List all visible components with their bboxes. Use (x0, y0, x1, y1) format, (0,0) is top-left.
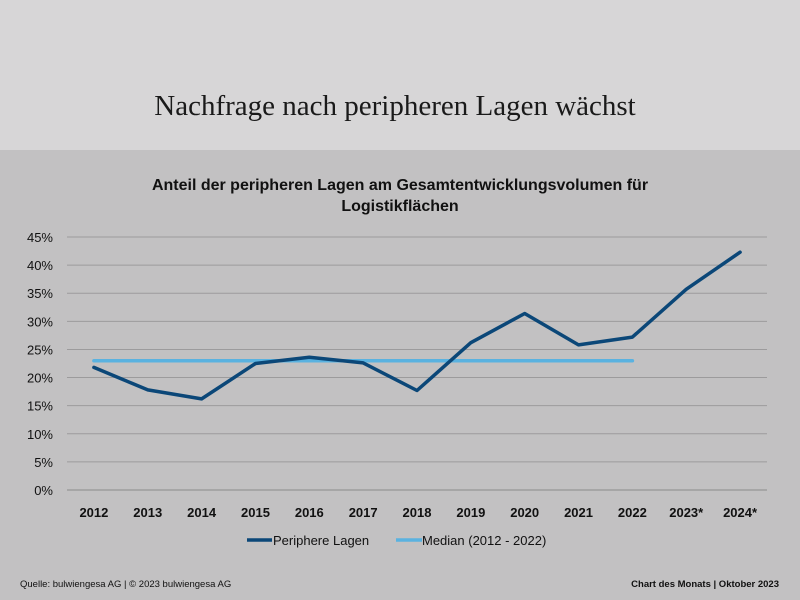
x-tick-label: 2024* (723, 505, 758, 520)
x-tick-label: 2014 (187, 505, 217, 520)
y-tick-label: 20% (27, 371, 53, 386)
y-tick-label: 0% (34, 483, 53, 498)
y-tick-label: 5% (34, 455, 53, 470)
header-band (0, 0, 800, 150)
chart-title-line-1: Anteil der peripheren Lagen am Gesamtent… (151, 177, 649, 194)
series-lines (92, 250, 742, 401)
y-tick-label: 10% (27, 427, 53, 442)
x-tick-label: 2015 (241, 505, 270, 520)
x-tick-label: 2012 (79, 505, 108, 520)
x-tick-label: 2016 (295, 505, 324, 520)
x-tick-label: 2017 (349, 505, 378, 520)
y-tick-label: 25% (27, 342, 53, 357)
chart-title: Anteil der peripheren Lagen am Gesamtent… (100, 175, 700, 217)
y-tick-label: 15% (27, 399, 53, 414)
legend-item-periphere-lagen: Periphere Lagen (247, 533, 369, 548)
y-tick-label: 35% (27, 286, 53, 301)
chart-title-line-2: Logistikflächen (341, 198, 459, 215)
legend: Periphere Lagen Median (2012 - 2022) (247, 533, 546, 548)
legend-label: Periphere Lagen (273, 533, 369, 548)
y-axis-ticks: 0% 5% 10% 15% 20% 25% 30% 35% 40% 45% (27, 230, 53, 498)
x-tick-label: 2023* (669, 505, 704, 520)
x-tick-label: 2021 (564, 505, 593, 520)
gridlines (67, 236, 767, 491)
x-axis-ticks: 2012 2013 2014 2015 2016 2017 2018 2019 2020 2021… (79, 505, 758, 520)
x-tick-label: 2022 (618, 505, 647, 520)
page-title: Nachfrage nach peripheren Lagen wächst (154, 90, 636, 122)
x-tick-label: 2020 (510, 505, 539, 520)
legend-label: Median (2012 - 2022) (422, 533, 546, 548)
y-tick-label: 40% (27, 258, 53, 273)
x-tick-label: 2019 (456, 505, 485, 520)
series-line-periphere-lagen (92, 250, 742, 401)
x-tick-label: 2013 (133, 505, 162, 520)
y-tick-label: 45% (27, 230, 53, 245)
chart-of-month-label: Chart des Monats | Oktober 2023 (631, 579, 779, 590)
y-tick-label: 30% (27, 314, 53, 329)
source-note: Quelle: bulwiengesa AG | © 2023 bulwieng… (20, 579, 232, 590)
x-tick-label: 2018 (403, 505, 432, 520)
legend-item-median: Median (2012 - 2022) (396, 533, 546, 548)
